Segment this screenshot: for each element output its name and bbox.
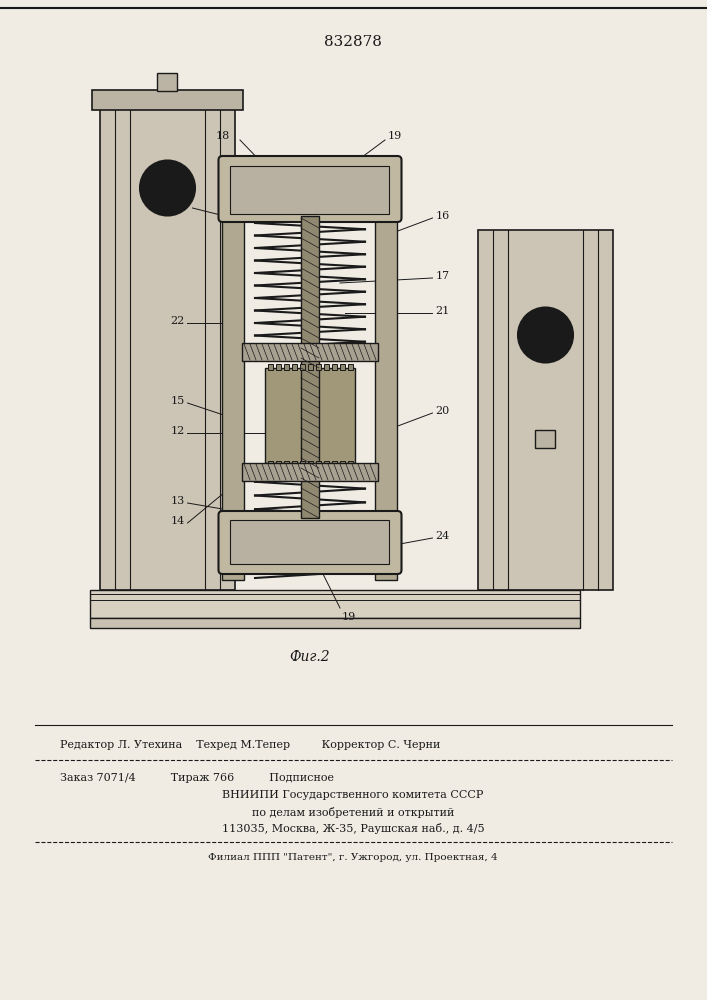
- Bar: [324, 364, 329, 370]
- Bar: [535, 430, 556, 448]
- Text: 18: 18: [216, 131, 230, 141]
- Text: 24: 24: [436, 531, 450, 541]
- Bar: [300, 461, 305, 467]
- Ellipse shape: [361, 544, 370, 552]
- Bar: [348, 364, 353, 370]
- Text: 21: 21: [436, 306, 450, 316]
- Text: 19: 19: [388, 131, 402, 141]
- Bar: [340, 461, 345, 467]
- Text: 23: 23: [173, 201, 187, 211]
- Bar: [242, 463, 378, 481]
- Bar: [332, 364, 337, 370]
- Bar: [300, 364, 305, 370]
- Bar: [276, 364, 281, 370]
- Text: 13: 13: [170, 496, 185, 506]
- Ellipse shape: [358, 173, 372, 187]
- FancyBboxPatch shape: [218, 511, 402, 574]
- Ellipse shape: [250, 544, 259, 552]
- Bar: [90, 590, 580, 618]
- Ellipse shape: [248, 173, 262, 187]
- FancyBboxPatch shape: [218, 156, 402, 222]
- Bar: [230, 520, 390, 564]
- Bar: [268, 364, 273, 370]
- Bar: [324, 461, 329, 467]
- Text: 19: 19: [342, 612, 356, 622]
- Ellipse shape: [518, 308, 573, 362]
- Ellipse shape: [140, 160, 195, 216]
- Bar: [292, 461, 297, 467]
- Bar: [284, 461, 289, 467]
- Text: Филиал ППП "Патент", г. Ужгород, ул. Проектная, 4: Филиал ППП "Патент", г. Ужгород, ул. Про…: [208, 854, 498, 862]
- Text: Фиг.2: Фиг.2: [290, 650, 330, 664]
- Bar: [276, 461, 281, 467]
- Bar: [284, 364, 289, 370]
- Text: 113035, Москва, Ж-35, Раушская наб., д. 4/5: 113035, Москва, Ж-35, Раушская наб., д. …: [222, 824, 484, 834]
- Bar: [308, 364, 313, 370]
- Text: 12: 12: [170, 426, 185, 436]
- Bar: [478, 230, 613, 590]
- Text: 16: 16: [436, 211, 450, 221]
- Ellipse shape: [357, 540, 373, 556]
- Bar: [100, 108, 235, 590]
- Bar: [375, 198, 397, 580]
- Bar: [223, 198, 245, 580]
- Ellipse shape: [247, 540, 263, 556]
- Bar: [268, 461, 273, 467]
- Bar: [230, 166, 390, 214]
- Text: 832878: 832878: [324, 35, 382, 49]
- Text: Заказ 7071/4          Тираж 766          Подписное: Заказ 7071/4 Тираж 766 Подписное: [60, 773, 334, 783]
- Ellipse shape: [256, 172, 364, 188]
- Text: Редактор Л. Утехина    Техред М.Тепер         Корректор С. Черни: Редактор Л. Утехина Техред М.Тепер Корре…: [60, 740, 440, 750]
- Bar: [348, 461, 353, 467]
- Bar: [316, 364, 321, 370]
- Bar: [340, 364, 345, 370]
- Text: по делам изобретений и открытий: по делам изобретений и открытий: [252, 806, 454, 818]
- Bar: [301, 216, 319, 518]
- Ellipse shape: [302, 540, 318, 556]
- Ellipse shape: [150, 170, 185, 206]
- Bar: [242, 343, 378, 361]
- Ellipse shape: [305, 544, 315, 552]
- Ellipse shape: [528, 318, 563, 353]
- Text: 22: 22: [170, 316, 185, 326]
- Text: 14: 14: [170, 516, 185, 526]
- Bar: [92, 90, 243, 110]
- Bar: [332, 461, 337, 467]
- Bar: [292, 364, 297, 370]
- Ellipse shape: [240, 168, 380, 192]
- Text: 17: 17: [436, 271, 450, 281]
- Bar: [158, 73, 177, 91]
- Bar: [308, 461, 313, 467]
- Text: ВНИИПИ Государственного комитета СССР: ВНИИПИ Государственного комитета СССР: [222, 790, 484, 800]
- Bar: [265, 368, 355, 463]
- Bar: [316, 461, 321, 467]
- Text: 15: 15: [170, 396, 185, 406]
- Bar: [90, 618, 580, 628]
- Text: 20: 20: [436, 406, 450, 416]
